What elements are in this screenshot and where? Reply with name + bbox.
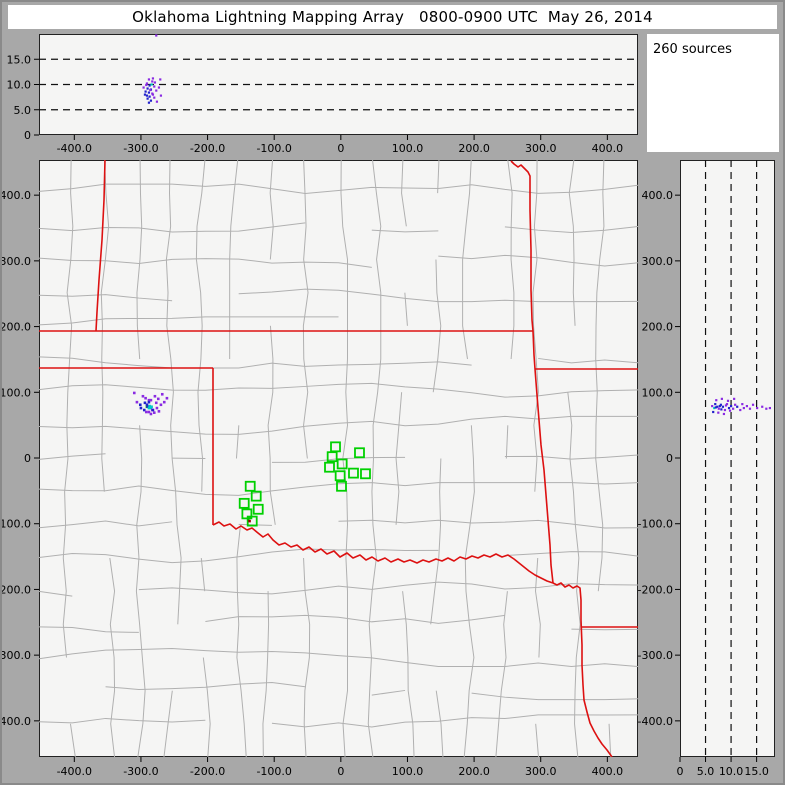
svg-text:-300.0: -300.0: [123, 765, 158, 778]
svg-text:100.0: 100.0: [642, 386, 674, 399]
svg-text:300.0: 300.0: [642, 255, 674, 268]
svg-text:10.0: 10.0: [719, 765, 744, 778]
svg-text:400.0: 400.0: [592, 765, 624, 778]
sources-count-label: 260 sources: [653, 42, 732, 57]
svg-text:15.0: 15.0: [7, 53, 32, 66]
svg-text:200.0: 200.0: [0, 321, 31, 334]
svg-text:15.0: 15.0: [744, 765, 769, 778]
svg-text:-200.0: -200.0: [190, 142, 225, 155]
svg-text:5.0: 5.0: [697, 765, 715, 778]
svg-text:0: 0: [677, 765, 684, 778]
altitude-ns-panel: [680, 160, 775, 757]
svg-text:100.0: 100.0: [0, 386, 31, 399]
svg-text:-300.0: -300.0: [638, 649, 673, 662]
svg-text:300.0: 300.0: [0, 255, 31, 268]
svg-text:-100.0: -100.0: [638, 518, 673, 531]
svg-text:-100.0: -100.0: [0, 518, 31, 531]
svg-text:0: 0: [666, 452, 673, 465]
svg-text:-100.0: -100.0: [256, 142, 291, 155]
svg-text:200.0: 200.0: [458, 765, 490, 778]
svg-text:0: 0: [24, 129, 31, 142]
svg-text:-400.0: -400.0: [57, 142, 92, 155]
svg-text:0: 0: [337, 142, 344, 155]
svg-text:-200.0: -200.0: [0, 583, 31, 596]
svg-text:-300.0: -300.0: [123, 142, 158, 155]
plan-view-map-panel: [39, 160, 638, 757]
svg-text:100.0: 100.0: [392, 142, 424, 155]
title-bar: Oklahoma Lightning Mapping Array 0800-09…: [8, 5, 777, 29]
svg-text:0: 0: [337, 765, 344, 778]
page-title: Oklahoma Lightning Mapping Array 0800-09…: [132, 8, 653, 26]
svg-text:100.0: 100.0: [392, 765, 424, 778]
svg-text:400.0: 400.0: [642, 189, 674, 202]
svg-text:300.0: 300.0: [525, 765, 557, 778]
svg-text:200.0: 200.0: [458, 142, 490, 155]
svg-text:400.0: 400.0: [592, 142, 624, 155]
svg-text:-400.0: -400.0: [57, 765, 92, 778]
svg-text:10.0: 10.0: [7, 79, 32, 92]
svg-text:-200.0: -200.0: [638, 583, 673, 596]
svg-text:-300.0: -300.0: [0, 649, 31, 662]
svg-text:200.0: 200.0: [642, 321, 674, 334]
svg-text:-100.0: -100.0: [256, 765, 291, 778]
altitude-ew-panel: [39, 34, 638, 135]
svg-text:-400.0: -400.0: [638, 715, 673, 728]
svg-text:400.0: 400.0: [0, 189, 31, 202]
svg-text:-200.0: -200.0: [190, 765, 225, 778]
svg-text:-400.0: -400.0: [0, 715, 31, 728]
svg-text:0: 0: [24, 452, 31, 465]
svg-text:5.0: 5.0: [14, 104, 32, 117]
svg-text:300.0: 300.0: [525, 142, 557, 155]
sources-count-panel: 260 sources: [647, 34, 779, 152]
